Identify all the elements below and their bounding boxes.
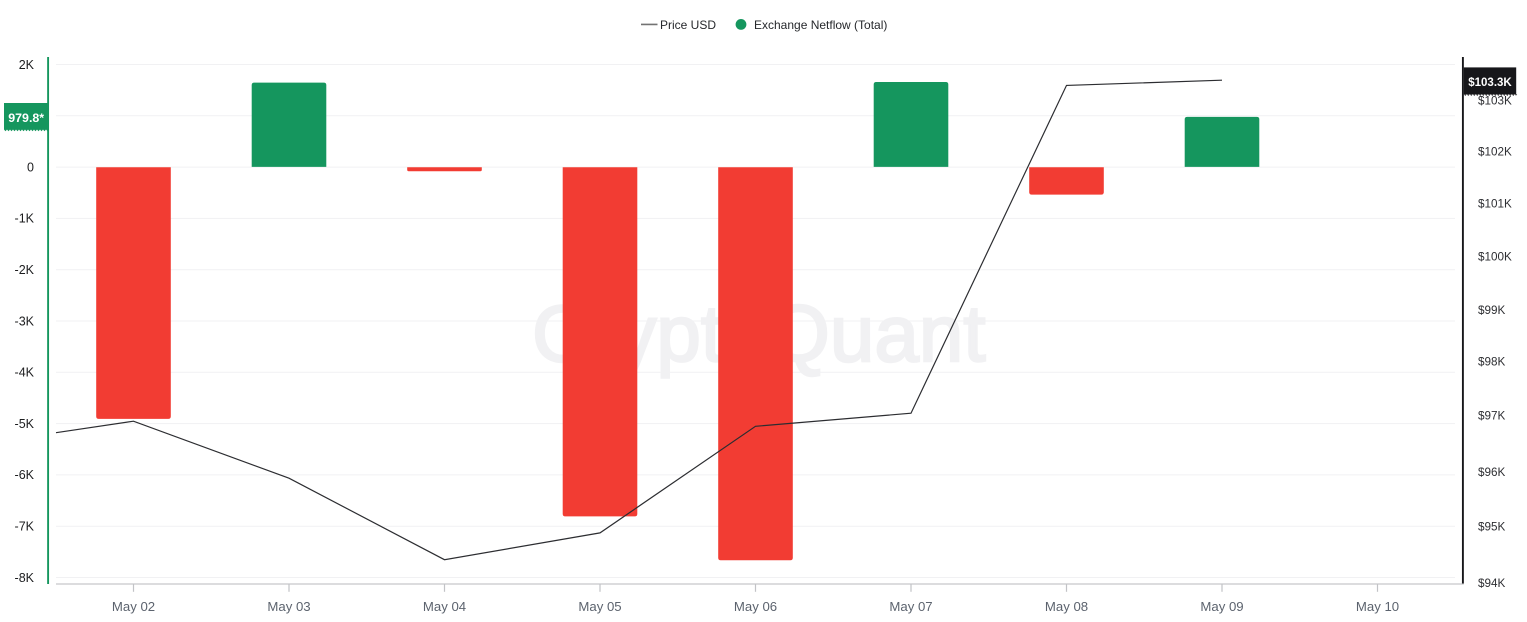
svg-text:$103.3K: $103.3K — [1468, 77, 1512, 89]
svg-text:May 06: May 06 — [734, 599, 777, 614]
svg-text:0: 0 — [27, 160, 34, 174]
svg-text:$95K: $95K — [1478, 521, 1506, 534]
svg-text:May 05: May 05 — [578, 599, 621, 614]
svg-text:$97K: $97K — [1478, 410, 1506, 423]
svg-text:$102K: $102K — [1478, 146, 1512, 159]
svg-text:May 08: May 08 — [1045, 599, 1088, 614]
svg-text:-2K: -2K — [15, 263, 35, 277]
svg-text:$99K: $99K — [1478, 304, 1506, 317]
svg-text:$98K: $98K — [1478, 355, 1506, 368]
svg-text:Exchange Netflow (Total): Exchange Netflow (Total) — [754, 18, 887, 32]
svg-text:May 03: May 03 — [267, 599, 310, 614]
svg-text:979.8*: 979.8* — [8, 111, 44, 125]
svg-text:May 02: May 02 — [112, 599, 155, 614]
svg-text:-7K: -7K — [15, 520, 35, 534]
svg-text:$101K: $101K — [1478, 198, 1512, 211]
svg-text:-4K: -4K — [15, 366, 35, 380]
svg-text:$100K: $100K — [1478, 250, 1512, 263]
svg-text:-1K: -1K — [15, 212, 35, 226]
svg-text:May 10: May 10 — [1356, 599, 1399, 614]
svg-text:-5K: -5K — [15, 417, 35, 431]
svg-text:$96K: $96K — [1478, 466, 1506, 479]
svg-text:2K: 2K — [19, 58, 35, 72]
svg-text:May 04: May 04 — [423, 599, 466, 614]
svg-text:May 09: May 09 — [1200, 599, 1243, 614]
svg-text:-3K: -3K — [15, 314, 35, 328]
svg-text:-6K: -6K — [15, 468, 35, 482]
svg-text:-8K: -8K — [15, 571, 35, 585]
svg-text:$94K: $94K — [1478, 577, 1506, 590]
svg-text:$103K: $103K — [1478, 95, 1512, 108]
svg-text:May 07: May 07 — [889, 599, 932, 614]
svg-text:Price USD: Price USD — [660, 18, 716, 32]
